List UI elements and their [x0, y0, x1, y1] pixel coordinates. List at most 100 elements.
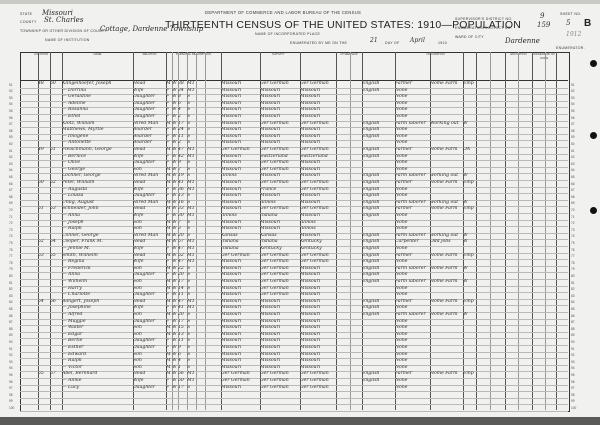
cell-bp: Missouri [221, 193, 242, 199]
cell-rel: Wife [133, 378, 144, 383]
cell-name: — Ralph [62, 358, 82, 364]
column-header: CITIZENSHIP [336, 52, 362, 81]
township-value: Cottage, Dardenne Township [100, 25, 204, 33]
cell-ms: S [187, 173, 191, 179]
cell-occ: Farm laborer [395, 120, 426, 126]
cell-sex: M [166, 219, 171, 225]
cell-fbp: Missouri [260, 173, 281, 179]
cell-occ: None [395, 331, 408, 337]
cell-ms: S [187, 219, 191, 225]
cell-ms: S [187, 272, 191, 278]
cell-race: W [172, 259, 177, 265]
cell-mbp: Missouri [300, 114, 321, 119]
cell-ms: S [187, 226, 191, 232]
line-number-right: 69 [571, 201, 575, 206]
line-number-right: 79 [571, 267, 575, 272]
cell-rel: Son [133, 226, 142, 232]
cell-fbp: Missouri [260, 87, 281, 93]
cell-age: 47 [178, 259, 184, 265]
cell-rel: Boarder [133, 133, 152, 139]
cell-age: 13 [178, 193, 184, 199]
cell-race: W [172, 180, 177, 185]
cell-mbp: Switzerland [300, 153, 328, 159]
table-row: — Anna Daughter F W 20 S Missouri Ger German Mis… [20, 272, 568, 280]
cell-bp: Missouri [221, 94, 242, 100]
cell-lang: English [362, 252, 380, 258]
cell-bp: Missouri [221, 265, 242, 271]
cell-age: 9 [178, 160, 181, 166]
cell-mbp: Missouri [300, 272, 321, 278]
cell-mbp: Ger German [300, 147, 329, 152]
cell-ind: Working out [430, 120, 459, 126]
cell-mbp: Missouri [300, 166, 321, 172]
column-header: RELATION [133, 52, 166, 81]
column-divider [518, 52, 519, 410]
cell-race: W [172, 371, 177, 377]
cell-race: W [172, 147, 177, 152]
cell-name: — Adeline [62, 100, 86, 106]
line-number-right: 87 [571, 320, 575, 325]
cell-name: — Annie [62, 378, 82, 383]
cell-name: — Victor [62, 364, 83, 370]
table-row: Conner, George Hired Man M W 20 S Kansas Kansas… [20, 233, 568, 241]
table-row: — Charlotte Daughter F W 11 S Missouri Ger Germ… [20, 292, 568, 300]
cell-bp: Ger German [221, 378, 250, 383]
line-number-left: 54 [9, 102, 13, 107]
cell-mbp: Ger German [300, 206, 329, 212]
cell-mbp: Missouri [300, 305, 321, 311]
column-divider [430, 52, 431, 410]
line-number-left: 84 [9, 300, 13, 305]
line-number-left: 71 [9, 214, 13, 219]
cell-sex: F [166, 133, 170, 139]
cell-ms: M1 [187, 305, 195, 311]
cell-bp: Missouri [221, 312, 242, 317]
line-number-left: 57 [9, 122, 13, 127]
cell-name: — Maggie [62, 318, 86, 324]
line-number-right: 93 [571, 359, 575, 364]
cell-age: 47 [178, 246, 184, 251]
cell-race: W [172, 351, 177, 357]
line-number-right: 82 [571, 287, 575, 292]
cell-age: 4 [178, 358, 181, 364]
cell-occ: Farmer [395, 298, 413, 304]
cell-rel: Son [133, 351, 142, 357]
table-row: — Olive Daughter F W 9 S Missouri Ger German Mis… [20, 160, 568, 168]
cell-sex: F [166, 272, 170, 278]
cell-ms: M1 [187, 153, 195, 159]
table-row: — Adeline Daughter F W 6 S Missouri Missouri Mis… [20, 101, 568, 109]
cell-occ: None [395, 100, 408, 106]
enumerator-value: Dardenne [505, 37, 540, 45]
cell-age: 41 [178, 180, 184, 185]
line-number-left: 86 [9, 313, 13, 318]
cell-lang: English [362, 246, 380, 251]
cell-age: 19 [178, 173, 184, 179]
cell-emp: W [463, 199, 468, 205]
cell-emp: W [463, 239, 468, 245]
cell-rel: Daughter [133, 94, 156, 100]
line-number-left: 96 [9, 379, 13, 384]
cell-ms: M1 [187, 186, 195, 192]
line-number-right: 91 [571, 346, 575, 351]
table-row: — Josephine Wife F W 41 M1 Missouri Missouri Mis… [20, 305, 568, 313]
cell-ms: S [187, 127, 191, 133]
cell-fam: 51 [50, 147, 56, 152]
line-number-left: 66 [9, 181, 13, 186]
cell-name: — Antonette [62, 140, 92, 146]
page-title: THIRTEENTH CENSUS OF THE UNITED STATES: … [165, 19, 522, 31]
state-label: STATE [20, 12, 33, 16]
cell-fbp: Ger German [260, 206, 289, 212]
cell-fbp: Indiana [260, 239, 278, 245]
cell-rel: Daughter [133, 100, 156, 106]
sheet-side: B [584, 18, 592, 29]
cell-rel: Son [133, 265, 142, 271]
cell-bp: Missouri [221, 358, 242, 364]
cell-occ: None [395, 325, 408, 331]
cell-sex: M [166, 180, 171, 185]
cell-fbp: Ger German [260, 166, 289, 172]
cell-fbp: Missouri [260, 100, 281, 106]
cell-name: — Alfred [62, 312, 83, 317]
line-number-right: 51 [571, 82, 575, 87]
line-number-left: 73 [9, 227, 13, 232]
cell-dw: 50 [38, 180, 44, 185]
